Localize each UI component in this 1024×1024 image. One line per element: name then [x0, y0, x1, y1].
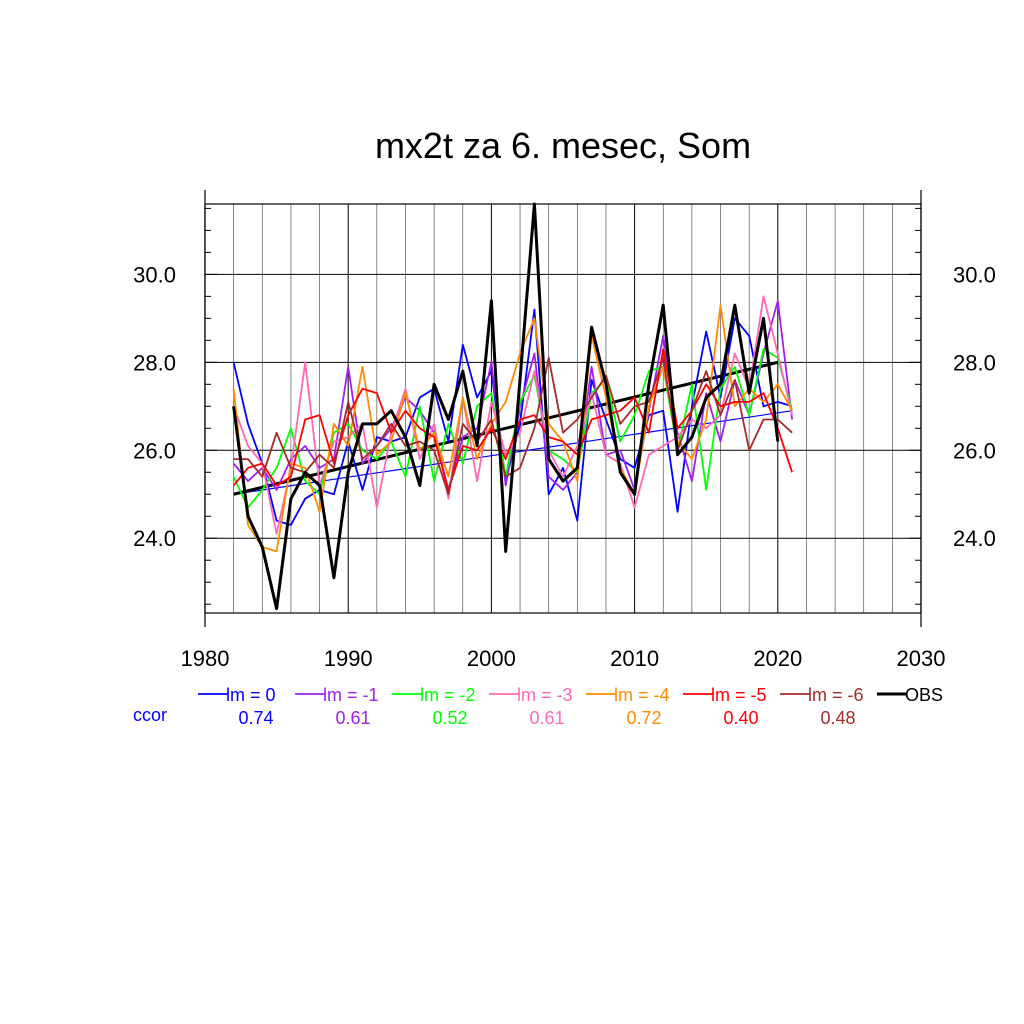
x-tick-label: 2000	[467, 646, 516, 671]
series-line	[232, 348, 793, 491]
ccor-value: 0.48	[820, 708, 855, 728]
series-line	[232, 304, 793, 553]
x-tick-label: 1980	[181, 646, 230, 671]
plot-frame	[204, 203, 922, 614]
ccor-value: 0.61	[335, 708, 370, 728]
y-tick-label-left: 28.0	[133, 350, 176, 375]
ccor-label: ccor	[133, 705, 167, 725]
x-tick-label: 1990	[324, 646, 373, 671]
legend-label: lm = 0	[226, 685, 276, 705]
x-tick-label: 2010	[610, 646, 659, 671]
series-group	[232, 202, 793, 611]
y-tick-label-left: 26.0	[133, 438, 176, 463]
legend-label: lm = -6	[808, 685, 864, 705]
ccor-value: 0.61	[529, 708, 564, 728]
y-tick-label-left: 30.0	[133, 262, 176, 287]
y-tick-label-right: 26.0	[953, 438, 996, 463]
ccor-value: 0.52	[432, 708, 467, 728]
y-tick-label-right: 24.0	[953, 526, 996, 551]
ccor-value: 0.40	[723, 708, 758, 728]
y-tick-label-right: 30.0	[953, 262, 996, 287]
ccor-value: 0.74	[238, 708, 273, 728]
x-tick-label: 2020	[753, 646, 802, 671]
legend: lm = 0 0.74 lm = -1 0.61 lm = -2 0.52 lm = -3 0…	[133, 685, 943, 728]
ccor-value: 0.72	[626, 708, 661, 728]
plot-area: 1980 1990 2000 2010 2020 2030 24.0 24.0 26.0 26.0…	[133, 190, 996, 671]
x-tick-label: 2030	[897, 646, 946, 671]
y-tick-label-left: 24.0	[133, 526, 176, 551]
legend-label: lm = -5	[711, 685, 767, 705]
legend-label: lm = -4	[614, 685, 670, 705]
legend-label: lm = -2	[420, 685, 476, 705]
legend-label: lm = -1	[323, 685, 379, 705]
legend-label: lm = -3	[517, 685, 573, 705]
y-tick-label-right: 28.0	[953, 350, 996, 375]
chart-title: mx2t za 6. mesec, Som	[375, 125, 751, 166]
legend-label: OBS	[905, 685, 943, 705]
series-line	[232, 202, 780, 611]
